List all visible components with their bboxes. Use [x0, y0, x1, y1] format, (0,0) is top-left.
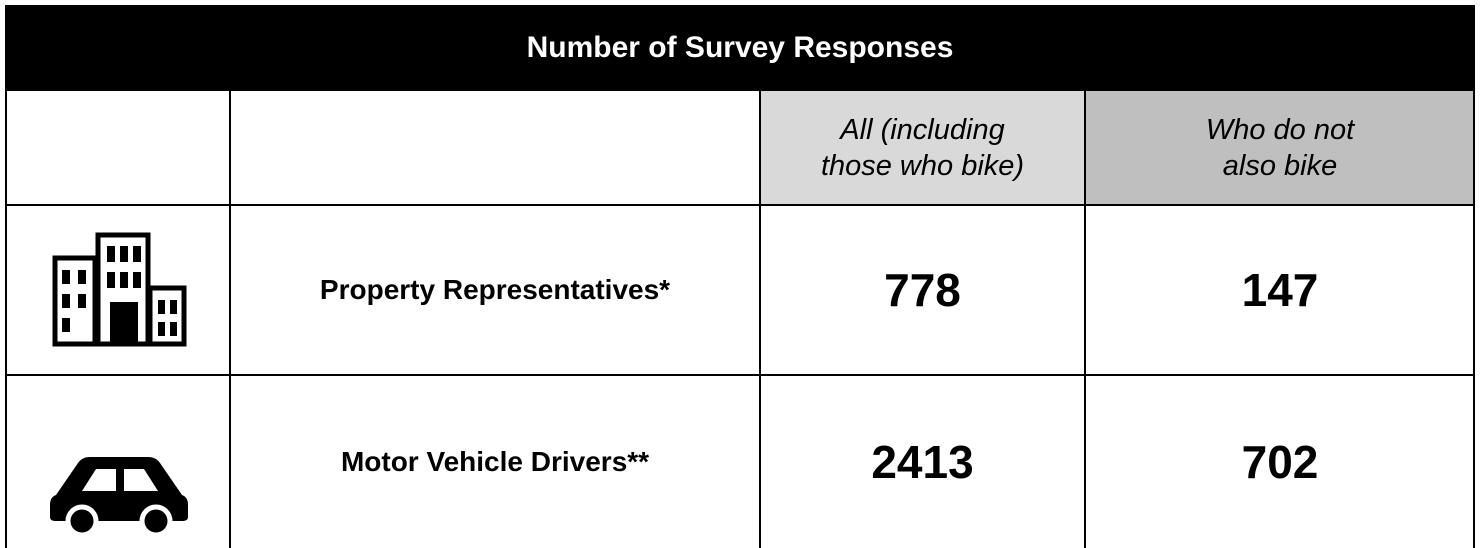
value-cell: 147 [1241, 264, 1319, 316]
header-line: Who do not [1205, 114, 1355, 146]
border [5, 204, 1475, 206]
row-label: Property Representatives* [319, 274, 671, 305]
border [5, 5, 7, 548]
header-line: also bike [1222, 150, 1338, 182]
border [229, 91, 231, 548]
header-line: All (including [840, 114, 1005, 146]
column-header: Who do not also bike [1085, 91, 1475, 205]
car-icon [50, 457, 188, 535]
building-icon [52, 232, 187, 347]
border [1084, 91, 1086, 548]
value-cell: 2413 [871, 435, 974, 488]
table-title: Number of Survey Responses [5, 5, 1475, 91]
value-cell: 778 [884, 264, 961, 316]
column-header: All (including those who bike) [760, 91, 1085, 205]
border [1473, 5, 1475, 548]
header-line: those who bike) [820, 150, 1025, 182]
row-label: Motor Vehicle Drivers** [340, 445, 650, 477]
value-cell: 702 [1241, 435, 1319, 488]
border [5, 374, 1475, 376]
border [759, 91, 761, 548]
